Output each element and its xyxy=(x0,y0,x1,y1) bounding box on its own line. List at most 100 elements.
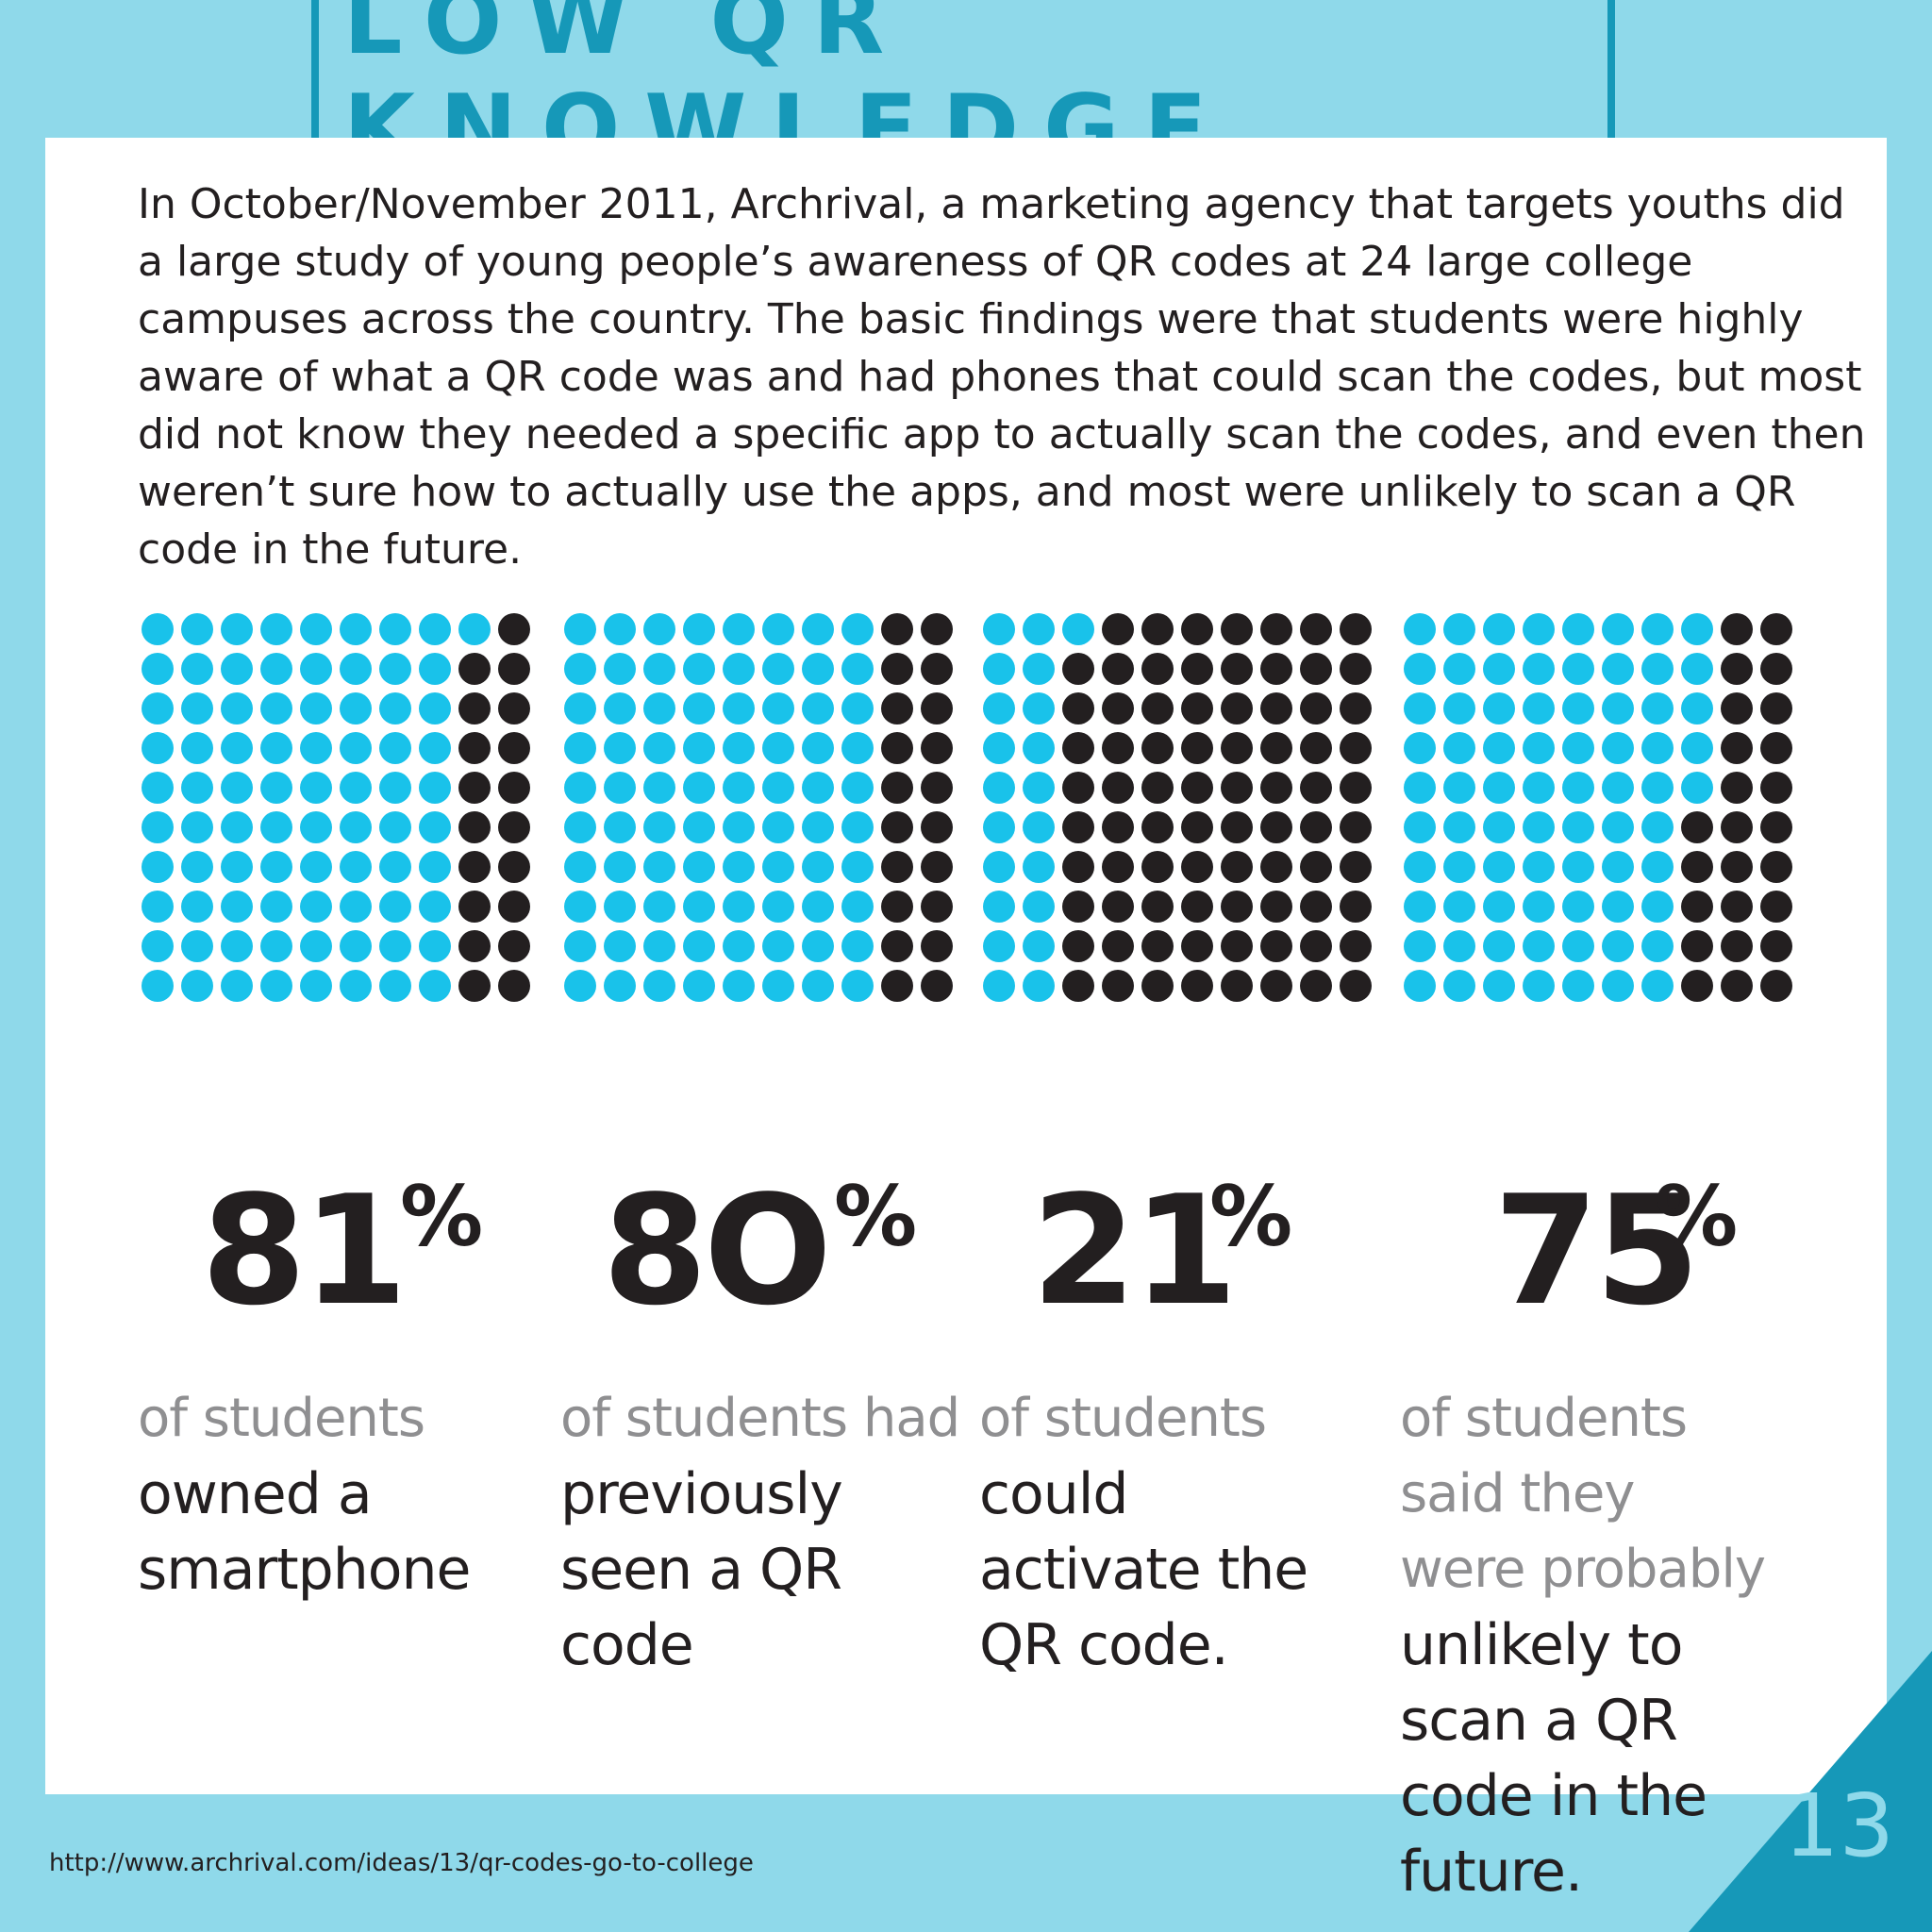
waffle-dot-highlight xyxy=(142,891,174,923)
waffle-dot-highlight xyxy=(260,653,292,685)
waffle-dot-highlight xyxy=(1681,692,1713,724)
waffle-dot-remainder xyxy=(1721,653,1753,685)
waffle-dot-remainder xyxy=(921,930,953,962)
waffle-dot-highlight xyxy=(1023,811,1055,843)
waffle-dot-remainder xyxy=(1340,613,1372,645)
waffle-dot-highlight xyxy=(260,891,292,923)
waffle-dot-highlight xyxy=(564,732,596,764)
stat-label-dark: code in the xyxy=(1400,1763,1707,1829)
waffle-dot-remainder xyxy=(1102,851,1134,883)
waffle-dot-highlight xyxy=(1023,692,1055,724)
waffle-dot-highlight xyxy=(643,732,675,764)
waffle-dot-highlight xyxy=(340,930,372,962)
waffle-dot-highlight xyxy=(142,970,174,1002)
waffle-dot-remainder xyxy=(498,653,530,685)
waffle-dot-remainder xyxy=(458,772,491,804)
waffle-dot-highlight xyxy=(1523,970,1555,1002)
waffle-dot-highlight xyxy=(1681,772,1713,804)
waffle-dot-remainder xyxy=(1260,653,1292,685)
stat-value-unlikely-scan: 75 xyxy=(1493,1162,1700,1339)
waffle-dot-remainder xyxy=(498,613,530,645)
waffle-dot-remainder xyxy=(1181,891,1213,923)
waffle-dot-highlight xyxy=(683,811,715,843)
waffle-dot-remainder xyxy=(1300,613,1332,645)
waffle-dot-remainder xyxy=(1340,811,1372,843)
source-link[interactable]: http://www.archrival.com/ideas/13/qr-cod… xyxy=(49,1849,754,1877)
waffle-dot-highlight xyxy=(379,891,411,923)
stat-percent-activate-qr: % xyxy=(1209,1168,1293,1265)
waffle-dot-highlight xyxy=(379,930,411,962)
waffle-dot-highlight xyxy=(300,930,332,962)
waffle-dot-remainder xyxy=(921,613,953,645)
waffle-dot-highlight xyxy=(340,772,372,804)
waffle-dot-remainder xyxy=(1181,732,1213,764)
waffle-dot-highlight xyxy=(841,851,874,883)
waffle-dot-highlight xyxy=(683,851,715,883)
waffle-dot-highlight xyxy=(723,772,755,804)
waffle-dot-highlight xyxy=(142,772,174,804)
waffle-dot-highlight xyxy=(1523,732,1555,764)
waffle-dot-highlight xyxy=(1404,851,1436,883)
waffle-dot-highlight xyxy=(723,851,755,883)
waffle-dot-highlight xyxy=(604,772,636,804)
waffle-dot-remainder xyxy=(1221,891,1253,923)
stat-label-dark: smartphone xyxy=(138,1537,471,1603)
waffle-dot-highlight xyxy=(1483,653,1515,685)
waffle-dot-remainder xyxy=(921,851,953,883)
waffle-dot-highlight xyxy=(683,970,715,1002)
waffle-dot-remainder xyxy=(1721,772,1753,804)
stat-label-smartphone: of students owned a smartphone xyxy=(138,1381,553,1607)
waffle-dot-highlight xyxy=(1404,653,1436,685)
waffle-dot-remainder xyxy=(1721,851,1753,883)
waffle-dot-highlight xyxy=(300,772,332,804)
waffle-dot-highlight xyxy=(841,692,874,724)
waffle-dot-highlight xyxy=(762,811,794,843)
stat-label-dark: unlikely to xyxy=(1400,1612,1683,1678)
waffle-dot-highlight xyxy=(1023,851,1055,883)
waffle-dot-remainder xyxy=(1300,970,1332,1002)
waffle-dot-highlight xyxy=(841,930,874,962)
waffle-dot-remainder xyxy=(1260,891,1292,923)
waffle-dot-highlight xyxy=(643,653,675,685)
waffle-dot-highlight xyxy=(643,613,675,645)
waffle-dot-remainder xyxy=(921,970,953,1002)
waffle-dot-highlight xyxy=(1641,732,1674,764)
waffle-dot-remainder xyxy=(1260,930,1292,962)
waffle-dot-highlight xyxy=(379,653,411,685)
waffle-dot-highlight xyxy=(181,970,213,1002)
waffle-dot-remainder xyxy=(1221,970,1253,1002)
waffle-dot-highlight xyxy=(1681,613,1713,645)
waffle-dot-remainder xyxy=(1260,772,1292,804)
waffle-dot-remainder xyxy=(1102,811,1134,843)
waffle-dot-remainder xyxy=(1721,732,1753,764)
waffle-dot-highlight xyxy=(1023,732,1055,764)
waffle-dot-remainder xyxy=(1141,732,1174,764)
stat-label-dark: seen a QR xyxy=(560,1537,842,1603)
waffle-dot-highlight xyxy=(1404,732,1436,764)
waffle-dot-remainder xyxy=(1062,891,1094,923)
waffle-dot-highlight xyxy=(142,732,174,764)
waffle-dot-remainder xyxy=(1260,732,1292,764)
waffle-dot-highlight xyxy=(841,772,874,804)
stat-label-light: said they xyxy=(1400,1463,1635,1524)
waffle-dot-remainder xyxy=(1181,970,1213,1002)
stat-label-dark: code xyxy=(560,1612,694,1678)
waffle-dot-remainder xyxy=(1102,891,1134,923)
waffle-dot-highlight xyxy=(142,653,174,685)
waffle-dot-highlight xyxy=(260,930,292,962)
waffle-dot-highlight xyxy=(1443,970,1475,1002)
waffle-dot-highlight xyxy=(419,811,451,843)
waffle-dot-highlight xyxy=(181,692,213,724)
waffle-dot-highlight xyxy=(802,811,834,843)
waffle-dot-remainder xyxy=(1340,772,1372,804)
waffle-dot-highlight xyxy=(564,930,596,962)
waffle-dot-remainder xyxy=(921,772,953,804)
waffle-dot-remainder xyxy=(1681,811,1713,843)
waffle-dot-remainder xyxy=(1141,891,1174,923)
waffle-dot-highlight xyxy=(300,970,332,1002)
waffle-dot-highlight xyxy=(379,692,411,724)
waffle-dot-remainder xyxy=(921,811,953,843)
waffle-dot-highlight xyxy=(340,851,372,883)
waffle-dot-remainder xyxy=(1300,692,1332,724)
waffle-dot-remainder xyxy=(1141,653,1174,685)
